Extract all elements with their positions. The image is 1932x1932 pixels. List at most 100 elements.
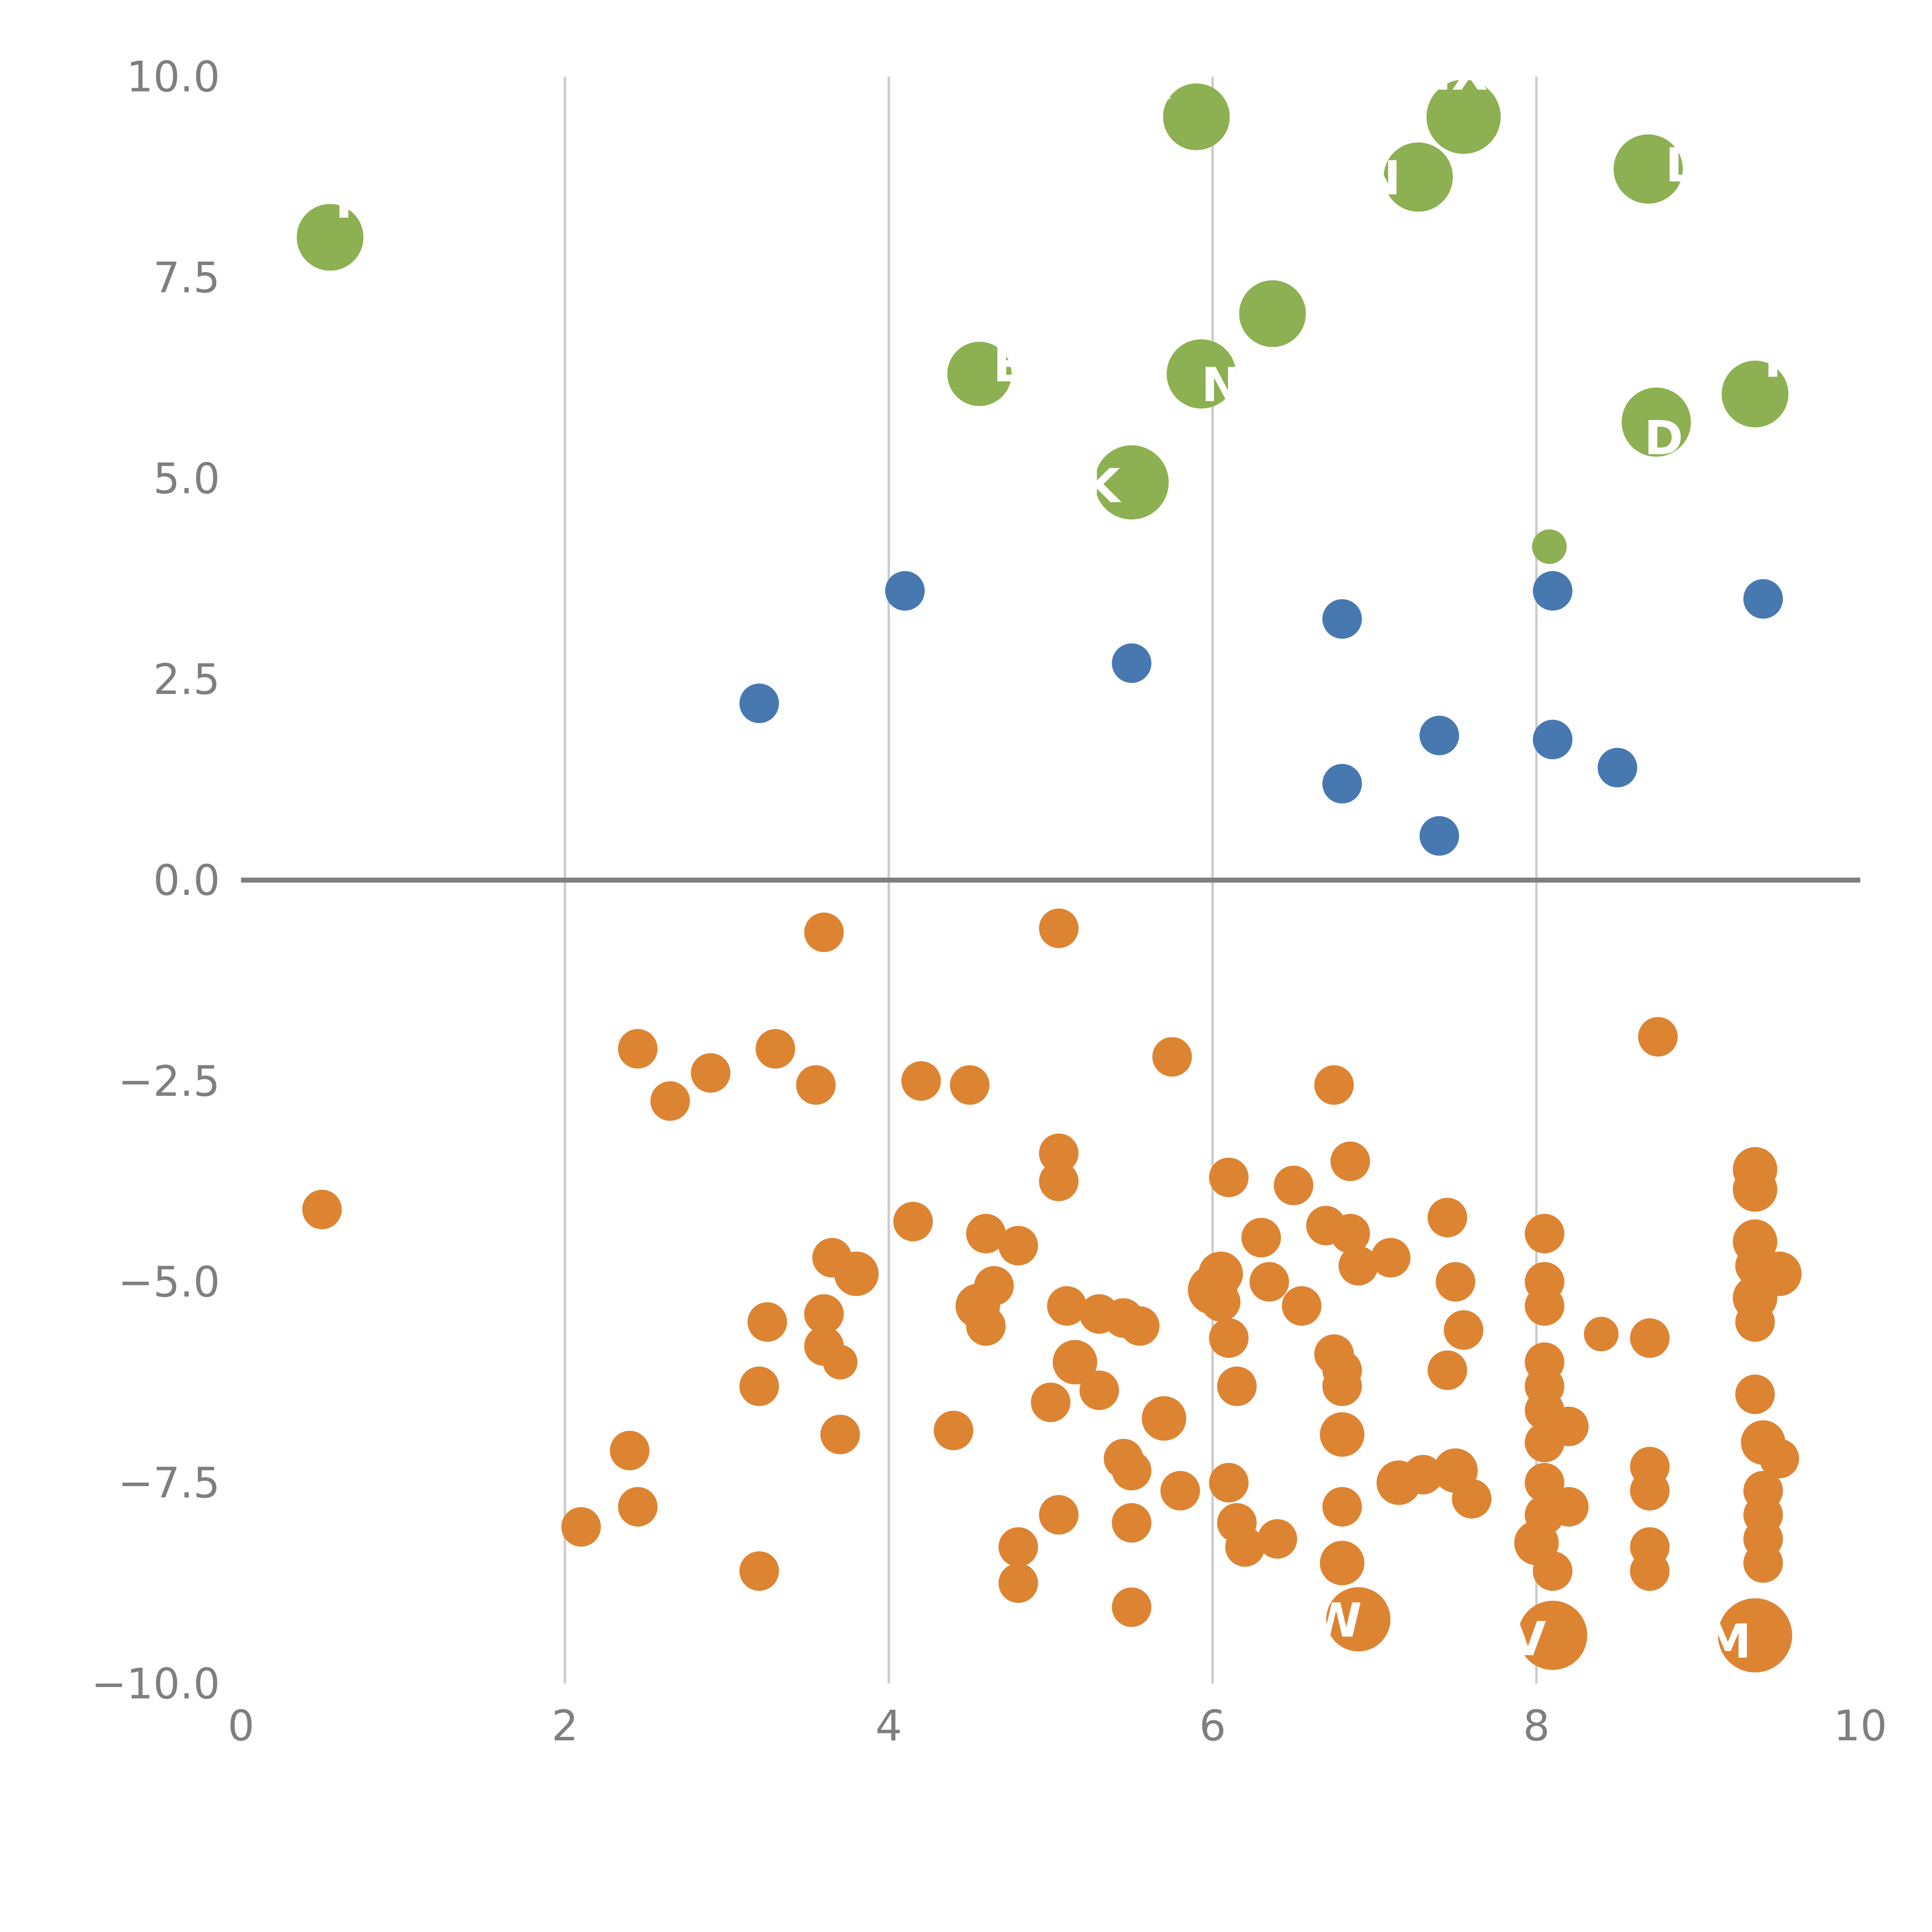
data-point-orange-cluster: [966, 1214, 1006, 1253]
data-point-green-cluster: [1532, 529, 1567, 564]
point-label: D: [1644, 411, 1683, 466]
data-point-blue-cluster: [1322, 764, 1362, 804]
data-point-orange-cluster: [998, 1527, 1038, 1567]
data-point-orange-cluster: [1320, 1412, 1365, 1457]
point-label: N: [1362, 151, 1401, 206]
data-point-orange-cluster: [804, 1294, 844, 1334]
data-point-green-cluster: [1239, 280, 1306, 347]
data-point-orange-cluster: [650, 1081, 690, 1121]
data-point-orange-cluster: [1322, 1487, 1362, 1527]
data-point-orange-cluster: [1039, 1162, 1079, 1201]
x-tick-label: 10: [1833, 1701, 1887, 1750]
data-point-orange-cluster: [1257, 1519, 1298, 1559]
data-point-orange-cluster: [796, 1065, 836, 1105]
data-point-orange-cluster: [1053, 1340, 1097, 1384]
y-tick-label: −7.5: [118, 1459, 220, 1508]
data-point-orange-cluster: [1427, 1350, 1468, 1390]
x-tick-label: 2: [551, 1701, 578, 1750]
data-point-blue-cluster: [1322, 599, 1362, 639]
data-point-orange-cluster: [1759, 1439, 1799, 1478]
data-point-orange-cluster: [1039, 1133, 1079, 1173]
data-point-green-cluster: [1613, 134, 1683, 204]
data-point-green-cluster: [1426, 80, 1501, 154]
data-point-orange-cluster: [1322, 1366, 1362, 1406]
data-point-orange-cluster: [1735, 1374, 1775, 1414]
data-point-green-cluster: [947, 342, 1012, 406]
data-point-green-cluster: [1094, 445, 1169, 520]
y-tick-label: 0.0: [153, 856, 220, 905]
data-point-blue-cluster: [739, 684, 779, 723]
data-point-orange-cluster: [302, 1190, 342, 1230]
data-point-orange-cluster: [1584, 1316, 1619, 1352]
data-point-orange-cluster: [1141, 1396, 1187, 1441]
point-label: V: [1510, 1611, 1546, 1666]
data-point-orange-cluster: [1112, 1503, 1151, 1543]
data-point-orange-cluster: [1638, 1017, 1678, 1057]
point-label: M: [1704, 1614, 1751, 1669]
y-tick-label: 2.5: [153, 655, 220, 704]
data-point-orange-cluster: [1160, 1471, 1200, 1511]
data-point-orange-cluster: [1152, 1037, 1192, 1077]
data-point-orange-cluster: [1112, 1587, 1151, 1627]
data-point-orange-cluster: [1444, 1310, 1483, 1350]
data-point-orange-cluster: [1435, 1262, 1475, 1302]
data-point-orange-cluster: [739, 1551, 779, 1591]
data-point-orange-cluster: [1120, 1306, 1160, 1346]
data-point-green-cluster: [1167, 339, 1236, 409]
point-label: E: [993, 338, 1025, 393]
data-point-blue-cluster: [1533, 571, 1573, 611]
data-point-orange-cluster: [1039, 908, 1079, 948]
data-point-orange-cluster: [1112, 1451, 1151, 1491]
data-point-green-cluster: [1621, 387, 1691, 457]
x-tick-label: 0: [228, 1701, 254, 1750]
data-point-orange-cluster: [1320, 1541, 1365, 1585]
data-point-blue-cluster: [1743, 579, 1783, 619]
y-tick-label: −2.5: [118, 1057, 220, 1106]
data-point-orange-cluster: [561, 1507, 601, 1547]
data-point-orange-cluster: [1330, 1141, 1370, 1181]
data-point-orange-cluster: [1452, 1479, 1492, 1519]
point-label: P: [335, 174, 369, 229]
point-label: T: [1138, 83, 1170, 138]
y-tick-label: 10.0: [126, 53, 220, 102]
data-point-orange-cluster: [1249, 1262, 1289, 1302]
point-label: L: [1665, 138, 1695, 192]
data-point-orange-cluster: [934, 1410, 973, 1451]
data-point-orange-cluster: [747, 1302, 787, 1342]
point-label: W: [1310, 1593, 1362, 1648]
data-point-orange-cluster: [1630, 1551, 1670, 1591]
data-point-blue-cluster: [1419, 716, 1459, 755]
data-point-orange-cluster: [1549, 1487, 1589, 1527]
data-point-orange-cluster: [834, 1251, 879, 1296]
y-tick-label: −10.0: [91, 1659, 220, 1708]
data-point-orange-cluster: [1039, 1495, 1079, 1535]
data-point-orange-cluster: [1371, 1238, 1411, 1278]
data-point-orange-cluster: [1338, 1246, 1378, 1286]
data-point-blue-cluster: [1419, 816, 1459, 856]
y-tick-label: 5.0: [153, 454, 220, 503]
data-point-orange-cluster: [804, 912, 844, 952]
x-tick-label: 6: [1199, 1701, 1226, 1750]
data-point-orange-cluster: [618, 1029, 658, 1069]
point-label: N: [1201, 357, 1241, 412]
data-point-orange-cluster: [1630, 1318, 1670, 1358]
data-point-orange-cluster: [950, 1065, 990, 1105]
data-point-orange-cluster: [1330, 1214, 1370, 1253]
data-point-orange-cluster: [1241, 1218, 1281, 1258]
data-point-orange-cluster: [1735, 1302, 1775, 1342]
data-point-orange-cluster: [1225, 1527, 1265, 1567]
data-point-orange-cluster: [1217, 1366, 1257, 1406]
data-point-orange-cluster: [901, 1061, 941, 1101]
data-point-orange-cluster: [998, 1563, 1038, 1603]
data-point-blue-cluster: [1112, 643, 1151, 683]
data-point-orange-cluster: [823, 1345, 858, 1380]
data-point-green-cluster: [1721, 361, 1789, 428]
data-point-green-cluster: [1383, 142, 1453, 212]
data-point-orange-cluster: [690, 1053, 731, 1093]
data-point-orange-cluster: [1525, 1214, 1565, 1253]
data-point-orange-cluster: [1031, 1383, 1071, 1422]
data-point-orange-cluster: [820, 1415, 860, 1454]
